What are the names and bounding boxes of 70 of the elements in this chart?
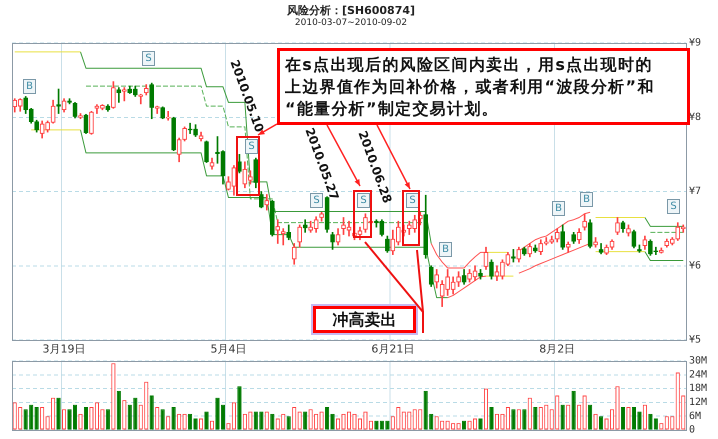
annotation: S <box>310 193 323 208</box>
bar <box>172 407 176 430</box>
annotation: S <box>142 51 155 66</box>
y-tick-label: 30M <box>689 356 708 367</box>
bar <box>648 414 652 430</box>
bar <box>24 409 28 430</box>
annotation: B <box>580 192 593 207</box>
bar <box>374 420 378 430</box>
bar <box>128 404 132 430</box>
bar <box>150 396 154 430</box>
y-tick-label: ¥6 <box>689 260 702 272</box>
bar <box>106 409 110 430</box>
bar <box>194 418 198 430</box>
bar <box>620 407 626 430</box>
y-tick-label: 6M <box>689 410 702 422</box>
bar <box>34 407 39 430</box>
annotation: B <box>23 79 36 94</box>
bar <box>588 404 592 430</box>
annotation: 在s点出现后的风险区间内卖出，用s点出现时的上边界值作为回补价格，或者利用“波段分析”和“能量分析”制定交易计划。 <box>277 48 690 125</box>
bar <box>237 386 242 430</box>
bar <box>632 407 636 430</box>
bar <box>522 409 526 430</box>
bar <box>56 398 61 430</box>
bar <box>489 407 494 430</box>
y-tick-label: ¥7 <box>689 186 702 198</box>
bar <box>533 407 538 430</box>
annotation: 冲高卖出 <box>313 306 416 333</box>
bar <box>204 412 209 430</box>
annotation: B <box>552 201 565 216</box>
bar <box>160 409 165 430</box>
bar <box>429 414 434 430</box>
x-tick-label: 6月21日 <box>371 342 414 356</box>
bar <box>380 420 384 430</box>
bar <box>478 418 483 430</box>
bar <box>560 404 565 430</box>
bar <box>254 412 258 430</box>
y-tick-label: 0 <box>689 424 696 436</box>
bar <box>286 416 291 430</box>
chart-subtitle: 2010-03-07~2010-09-02 <box>294 18 408 28</box>
bar <box>188 414 192 430</box>
annotation: S <box>245 139 258 154</box>
bar <box>84 407 88 430</box>
bar <box>29 404 34 430</box>
y-tick-label: ¥5 <box>689 334 702 346</box>
bar <box>116 390 121 430</box>
bar <box>572 390 576 430</box>
bar <box>259 412 264 430</box>
bar <box>385 420 390 430</box>
bar <box>330 414 335 430</box>
bar <box>462 420 466 430</box>
bar <box>270 414 274 430</box>
bar <box>599 416 604 430</box>
y-tick-label: ¥8 <box>689 112 702 123</box>
bar <box>637 412 642 430</box>
annotation: S <box>406 193 419 208</box>
bar <box>303 412 308 430</box>
y-tick-label: 12M <box>689 396 708 408</box>
bar <box>654 418 658 430</box>
y-tick-label: ¥9 <box>689 38 702 49</box>
chart-title: 风险分析：[SH600874] <box>286 3 416 18</box>
bar <box>133 398 138 430</box>
x-tick-label: 8月2日 <box>539 342 576 356</box>
annotation: B <box>439 242 452 257</box>
annotation: S <box>667 199 680 214</box>
bar <box>325 407 330 430</box>
y-tick-label: 18M <box>689 383 708 394</box>
x-tick-label: 3月19日 <box>42 342 86 356</box>
bar <box>424 390 428 430</box>
x-tick-label: 5月4日 <box>210 342 246 356</box>
y-tick-label: 24M <box>689 369 708 380</box>
